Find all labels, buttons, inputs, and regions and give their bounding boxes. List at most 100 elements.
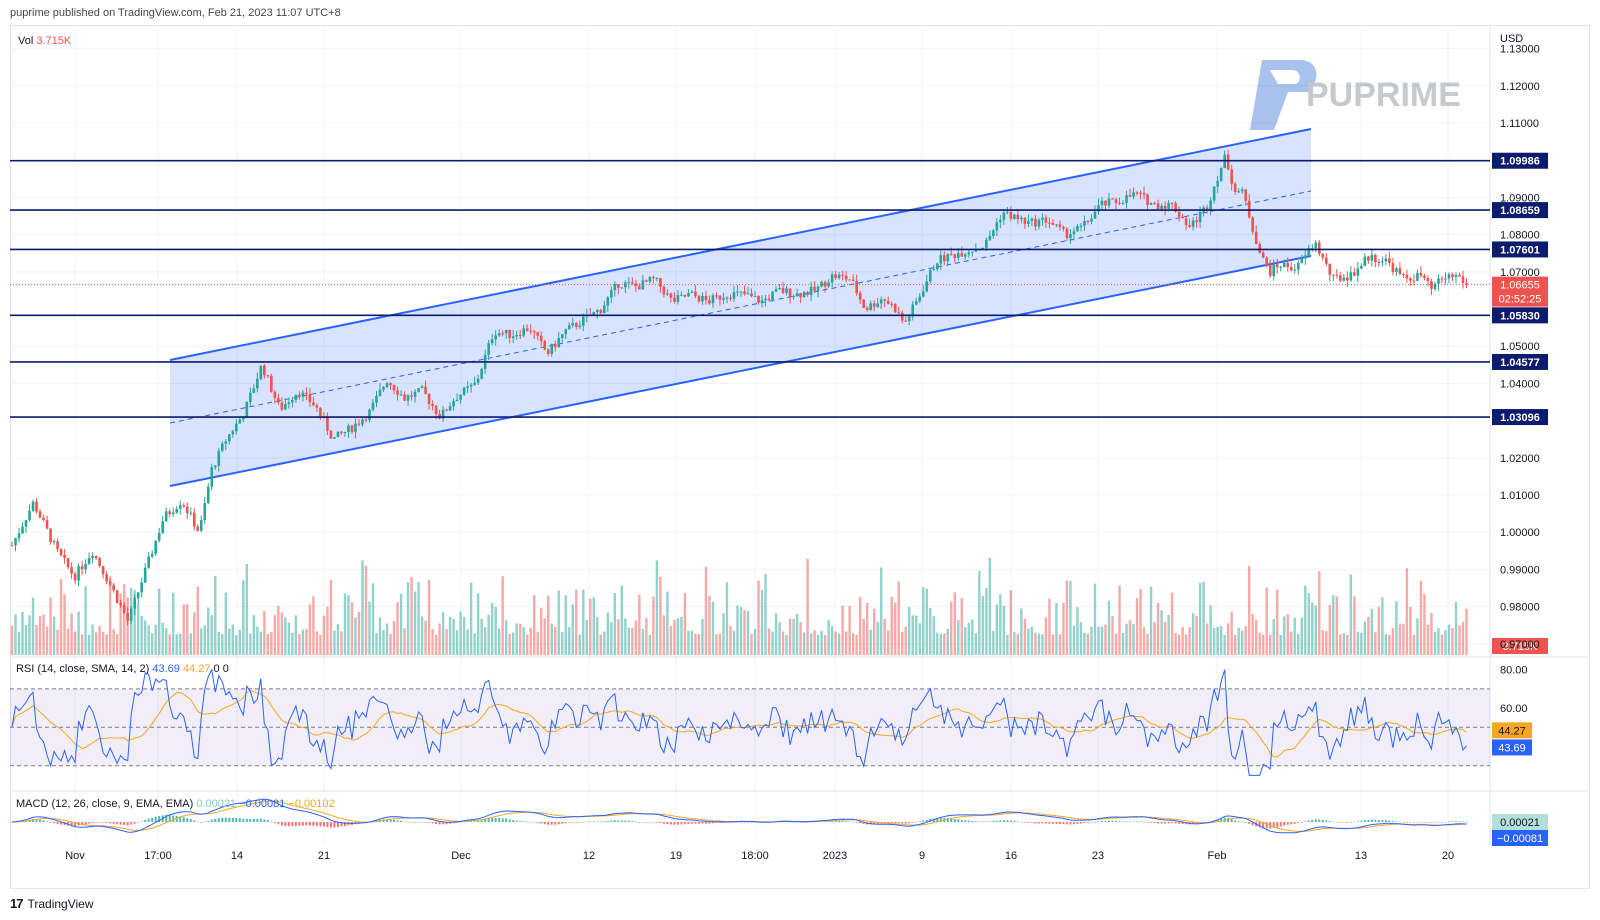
volume-bar — [1426, 624, 1430, 655]
candle-body — [897, 312, 901, 314]
macd-hist-bar — [1129, 821, 1132, 823]
candle-body — [753, 296, 757, 298]
macd-hist-bar — [1426, 822, 1429, 823]
volume-bar — [207, 607, 210, 655]
volume-bar — [879, 567, 883, 655]
time-tick-label: Feb — [1208, 850, 1227, 862]
macd-hist-bar — [1030, 822, 1033, 823]
macd-hist-bar — [428, 822, 431, 823]
candle-body — [823, 281, 827, 287]
candle-body — [438, 413, 441, 419]
macd-hist-bar — [704, 822, 707, 824]
volume-bar — [694, 633, 697, 655]
candle-body — [736, 291, 739, 293]
macd-hist-bar — [1006, 820, 1009, 822]
volume-bar — [620, 585, 624, 655]
volume-bar — [799, 622, 802, 655]
macd-hist-bar — [1164, 822, 1167, 824]
volume-bar — [1100, 626, 1104, 655]
volume-bar — [1177, 634, 1181, 655]
candle-body — [1118, 202, 1121, 204]
candle-body — [1258, 244, 1262, 253]
channel-lower-line — [169, 255, 1312, 487]
volume-bar — [1311, 602, 1314, 655]
macd-hist-bar — [740, 821, 742, 823]
candle-body — [434, 405, 438, 414]
volume-bar — [249, 633, 252, 655]
candle-body — [557, 338, 561, 348]
candle-body — [1027, 220, 1030, 224]
macd-hist-bar — [315, 822, 318, 826]
volume-bar — [1454, 601, 1458, 655]
candle-body — [1251, 217, 1255, 232]
candle-body — [410, 395, 413, 397]
candle-body — [1198, 211, 1202, 223]
macd-hist-bar — [631, 821, 634, 822]
macd-hist-bar — [568, 822, 571, 823]
volume-bar — [94, 632, 98, 655]
macd-hist-bar — [242, 818, 245, 822]
volume-bar — [1412, 634, 1416, 655]
volume-bar — [701, 618, 704, 655]
panel-labels: Vol 3.715K RSI (14, close, SMA, 14, 2) 43… — [16, 35, 335, 810]
candle-body — [935, 263, 939, 270]
candle-body — [918, 296, 922, 302]
volume-bar — [77, 611, 80, 655]
candle-body — [427, 393, 431, 404]
volume-bar — [270, 632, 273, 655]
candle-body — [1195, 220, 1198, 223]
volume-bar — [862, 618, 865, 655]
macd-hist-bar — [1454, 821, 1457, 822]
level-tag-label: 1.07601 — [1500, 244, 1540, 256]
candle-body — [1346, 277, 1349, 281]
macd-hist-bar — [49, 822, 52, 823]
volume-bar — [837, 633, 841, 655]
macd-hist-bar — [326, 822, 329, 828]
volume-bar — [592, 597, 595, 655]
candle-body — [220, 443, 224, 451]
volume-bar — [802, 632, 806, 655]
candle-body — [522, 328, 526, 336]
candle-body — [336, 431, 340, 438]
volume-bar — [245, 563, 249, 655]
volume-bar — [200, 628, 203, 655]
candle-body — [1395, 268, 1398, 273]
macd-hist-bar — [1055, 822, 1058, 824]
volume-bar — [161, 622, 164, 655]
volume-bar — [1233, 634, 1237, 655]
macd-hist-bar — [193, 820, 196, 822]
macd-hist-bar — [231, 817, 234, 822]
volume-bar — [140, 616, 143, 655]
macd-hist-bar — [529, 822, 532, 823]
volume-bar — [45, 626, 49, 655]
macd-hist-bar — [456, 822, 459, 823]
macd-hist-bar — [736, 822, 739, 823]
candle-body — [592, 312, 596, 316]
candle-body — [382, 386, 385, 390]
tradingview-logo[interactable]: 17 TradingView — [10, 896, 94, 911]
candle-body — [305, 392, 308, 394]
candle-body — [1069, 234, 1072, 239]
volume-bar — [98, 625, 101, 655]
last-price-tag — [1492, 276, 1548, 307]
candle-body — [578, 325, 582, 327]
candle-body — [242, 418, 245, 420]
volume-bar — [238, 629, 242, 655]
candle-body — [865, 307, 869, 310]
candle-body — [417, 388, 420, 392]
macd-hist-bar — [659, 822, 662, 823]
volume-bar — [974, 633, 978, 655]
macd-hist-bar — [718, 822, 721, 823]
candle-body — [1177, 211, 1181, 217]
volume-bar — [1444, 629, 1447, 655]
macd-hist-bar — [459, 822, 462, 823]
volume-bar — [196, 586, 199, 655]
volume-bar — [890, 596, 893, 655]
tradingview-label: TradingView — [27, 896, 94, 911]
macd-hist-bar — [1332, 821, 1335, 823]
price-tick-label: 1.02000 — [1500, 453, 1540, 465]
volume-bar — [568, 626, 571, 655]
candle-body — [827, 282, 830, 287]
volume-bar — [420, 616, 424, 655]
macd-hist-bar — [1276, 822, 1279, 828]
